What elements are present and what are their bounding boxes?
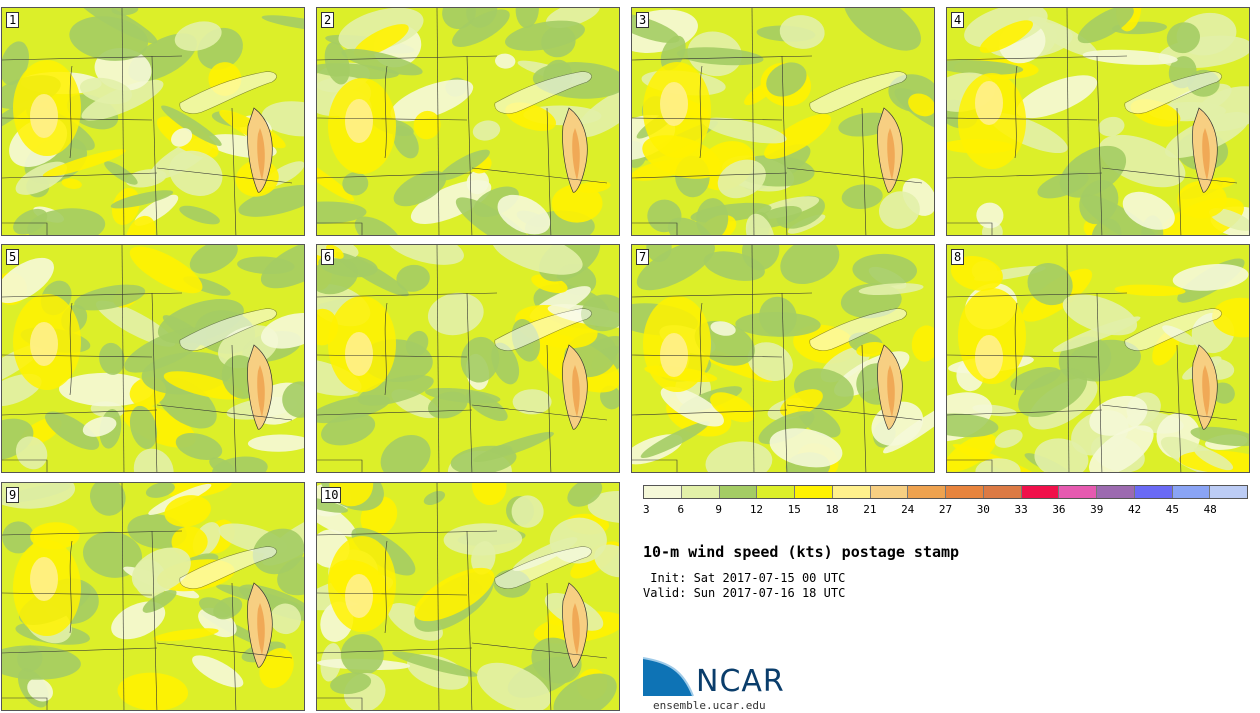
colorbar-tick-label: 18	[825, 503, 839, 516]
colorbar-segment	[757, 486, 795, 498]
ensemble-member-map: 1	[1, 7, 305, 236]
colorbar-segment	[1210, 486, 1247, 498]
colorbar-tick-label: 24	[901, 503, 915, 516]
ensemble-member-map: 7	[631, 244, 935, 473]
colorbar-segment	[870, 486, 909, 498]
member-number-label: 1	[6, 12, 20, 28]
wind-speed-colorbar	[643, 485, 1248, 499]
colorbar-tick-label: 42	[1127, 503, 1142, 516]
colorbar-segment	[983, 486, 1022, 498]
valid-time: Valid: Sun 2017-07-16 18 UTC	[643, 586, 846, 600]
member-number-label: 5	[6, 249, 20, 265]
ncar-wordmark: NCAR	[696, 664, 785, 699]
init-time: Init: Sat 2017-07-15 00 UTC	[643, 571, 846, 585]
ensemble-member-map: 9	[1, 482, 305, 711]
colorbar-tick-label: 30	[976, 503, 990, 516]
ensemble-member-map: 3	[631, 7, 935, 236]
colorbar-tick-label: 48	[1203, 503, 1217, 516]
colorbar-tick-label: 15	[787, 503, 801, 516]
member-number-label: 7	[636, 249, 650, 265]
ensemble-member-map: 4	[946, 7, 1250, 236]
member-number-label: 4	[951, 12, 965, 28]
member-number-label: 3	[636, 12, 650, 28]
site-url: ensemble.ucar.edu	[653, 699, 766, 712]
colorbar-tick-label: 21	[863, 503, 877, 516]
colorbar-segment	[1059, 486, 1097, 498]
colorbar-segment	[1021, 486, 1060, 498]
colorbar-tick-label: 39	[1090, 503, 1104, 516]
colorbar-segment	[795, 486, 833, 498]
colorbar-segment	[908, 486, 946, 498]
member-number-label: 9	[6, 487, 20, 503]
member-number-label: 6	[321, 249, 335, 265]
colorbar-segment	[1172, 486, 1211, 498]
page-title: 10-m wind speed (kts) postage stamp	[643, 543, 960, 561]
colorbar-tick-label: 12	[749, 503, 764, 516]
colorbar-segment	[1097, 486, 1135, 498]
colorbar-segment	[832, 486, 871, 498]
colorbar-segment	[644, 486, 682, 498]
ensemble-member-map: 5	[1, 244, 305, 473]
ncar-logo-icon	[643, 657, 694, 697]
colorbar-tick-label: 45	[1165, 503, 1179, 516]
ensemble-member-map: 6	[316, 244, 620, 473]
member-number-label: 2	[321, 12, 335, 28]
colorbar-segment	[681, 486, 720, 498]
colorbar-segment	[1134, 486, 1173, 498]
ensemble-member-map: 8	[946, 244, 1250, 473]
colorbar-segment	[719, 486, 758, 498]
colorbar-tick-label: 3	[643, 503, 650, 516]
colorbar-tick-label: 6	[677, 503, 685, 516]
ensemble-member-map: 10	[316, 482, 620, 711]
colorbar-tick-label: 36	[1052, 503, 1066, 516]
member-number-label: 8	[951, 249, 965, 265]
ensemble-member-map: 2	[316, 7, 620, 236]
colorbar-tick-label: 33	[1014, 503, 1028, 516]
colorbar-segment	[946, 486, 984, 498]
colorbar-tick-label: 27	[938, 503, 953, 516]
colorbar-ticks: 3 6 9 12 15 18 21 24 27 30 33 36 39 42 45 48	[643, 503, 1248, 517]
member-number-label: 10	[321, 487, 342, 503]
colorbar-tick-label: 9	[715, 503, 722, 516]
